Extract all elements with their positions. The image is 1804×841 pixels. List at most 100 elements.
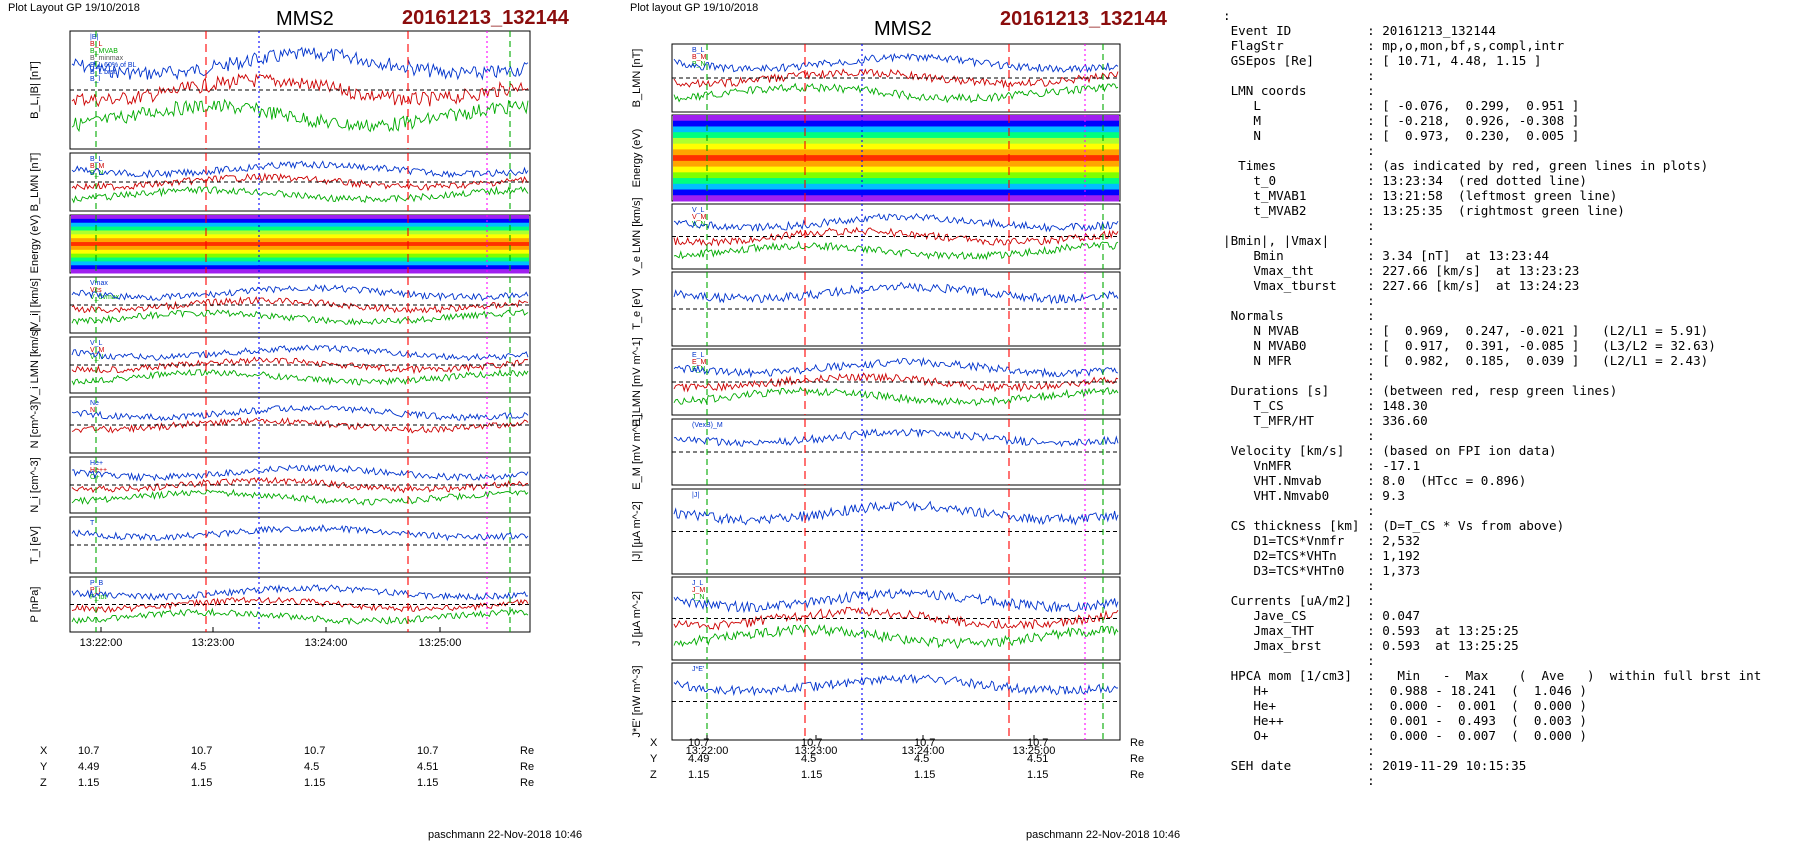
- series-line: [673, 372, 1119, 393]
- summary-key: GSEpos [Re]: [1223, 53, 1368, 68]
- summary-row: t_0 : 13:23:34 (red dotted line): [1223, 173, 1798, 188]
- summary-row: Jmax_THT : 0.593 at 13:25:25: [1223, 623, 1798, 638]
- summary-value: : 0.001 - 0.493 ( 0.003 ): [1367, 713, 1587, 728]
- summary-row: D2=TCS*VHTn : 1,192: [1223, 548, 1798, 563]
- summary-row: N MFR : [ 0.982, 0.185, 0.039 ] (L2/L1 =…: [1223, 353, 1798, 368]
- panel: Energy (eV): [29, 214, 531, 274]
- legend-entry: P_tot: [90, 594, 106, 601]
- spacecraft-title: MMS2: [276, 8, 334, 30]
- panel-ylabel: B_LMN [nT]: [631, 49, 643, 108]
- summary-row: He+ : 0.000 - 0.001 ( 0.000 ): [1223, 698, 1798, 713]
- summary-key: Vmax_tht: [1223, 263, 1368, 278]
- coord-value: 10.7: [304, 745, 326, 757]
- summary-key: N MFR: [1223, 353, 1368, 368]
- spectrogram-band: [71, 238, 529, 243]
- summary-key: N MVAB0: [1223, 338, 1368, 353]
- left-footer: paschmann 22-Nov-2018 10:46: [428, 829, 583, 841]
- summary-key: t_MVAB1: [1223, 188, 1368, 203]
- spectrogram-band: [71, 269, 529, 274]
- summary-key: VHT.Nmvab: [1223, 473, 1368, 488]
- legend-entry: He+: [90, 460, 103, 467]
- panel: |J| [µA m^-2] |J|: [631, 488, 1121, 575]
- summary-key: Times: [1223, 158, 1368, 173]
- spectrogram-band: [673, 126, 1119, 133]
- summary-key: [1223, 218, 1367, 233]
- summary-key: Vmax_tburst: [1223, 278, 1368, 293]
- summary-row: :: [1223, 653, 1798, 668]
- summary-value: : 0.593 at 13:25:25: [1367, 638, 1519, 653]
- panel: B_LMN [nT] B_LB_MB_N: [29, 152, 531, 212]
- legend-entry: B_l: [90, 76, 101, 83]
- spectrogram-band: [71, 265, 529, 270]
- summary-key: Jmax_brst: [1223, 638, 1368, 653]
- legend-entry: B_N: [692, 61, 706, 68]
- time-tick-label: 13:22:00: [686, 745, 729, 757]
- summary-row: Bmin : 3.34 [nT] at 13:23:44: [1223, 248, 1798, 263]
- summary-key: CS thickness [km]: [1223, 518, 1368, 533]
- summary-key: Bmin: [1223, 248, 1368, 263]
- spectrogram-band: [673, 166, 1119, 173]
- summary-value: :: [1367, 428, 1375, 443]
- coord-value: 1.15: [417, 777, 439, 789]
- summary-row: :: [1223, 428, 1798, 443]
- panel-ylabel: N [cm^-3]: [29, 402, 41, 449]
- summary-value: : [ 0.982, 0.185, 0.039 ] (L2/L1 = 2.43): [1367, 353, 1709, 368]
- summary-key: [1223, 773, 1367, 788]
- coord-unit: Re: [520, 745, 535, 757]
- coord-value: 4.5: [914, 753, 930, 765]
- coord-value: 1.15: [191, 777, 213, 789]
- panel-ylabel: E_M [mV m^-1]: [631, 414, 643, 489]
- spectrogram-band: [673, 143, 1119, 150]
- summary-value: : 3.34 [nT] at 13:23:44: [1367, 248, 1550, 263]
- legend-entry: J*E': [692, 666, 704, 673]
- summary-value: : [ -0.076, 0.299, 0.951 ]: [1367, 98, 1580, 113]
- summary-value: : 148.30: [1367, 398, 1428, 413]
- coord-label: X: [40, 745, 48, 757]
- summary-value: : Min - Max ( Ave ) within full brst int: [1367, 668, 1762, 683]
- spacecraft-title: MMS2: [874, 18, 932, 40]
- legend-entry: |J|: [692, 492, 699, 499]
- summary-key: [1223, 578, 1367, 593]
- coord-value: 10.7: [914, 737, 936, 749]
- series-line: [673, 588, 1119, 614]
- coord-value: 4.49: [688, 753, 710, 765]
- coord-value: 4.49: [78, 761, 100, 773]
- coord-label: Y: [650, 753, 658, 765]
- summary-row: :: [1223, 743, 1798, 758]
- summary-key: He++: [1223, 713, 1368, 728]
- summary-row: :: [1223, 218, 1798, 233]
- summary-value: : 0.000 - 0.001 ( 0.000 ): [1367, 698, 1587, 713]
- coord-label: Y: [40, 761, 48, 773]
- summary-key: He+: [1223, 698, 1368, 713]
- summary-key: D2=TCS*VHTn: [1223, 548, 1368, 563]
- summary-row: L : [ -0.076, 0.299, 0.951 ]: [1223, 98, 1798, 113]
- summary-key: O+: [1223, 728, 1368, 743]
- series-line: [673, 240, 1119, 261]
- spectrogram-band: [673, 189, 1119, 196]
- spectrogram-band: [71, 226, 529, 231]
- spectrogram-band: [71, 245, 529, 251]
- series-line: [673, 386, 1119, 407]
- series-line: [673, 52, 1119, 74]
- series-line: [673, 674, 1119, 697]
- spectrogram-band: [71, 230, 529, 235]
- panel: E_M [mV m^-1] (VexB)_M: [631, 414, 1121, 490]
- summary-value: : 9.3: [1367, 488, 1405, 503]
- coord-label: Z: [650, 769, 657, 781]
- legend-entry: B_L: [90, 156, 103, 163]
- summary-value: : [ -0.218, 0.926, -0.308 ]: [1367, 113, 1580, 128]
- summary-row: Velocity [km/s] : (based on FPI ion data…: [1223, 443, 1798, 458]
- series-line: [673, 500, 1119, 526]
- panel-ylabel: Energy (eV): [631, 129, 643, 188]
- panel: Energy (eV): [631, 114, 1121, 202]
- summary-key: H+: [1223, 683, 1368, 698]
- panel-frame: [69, 30, 531, 150]
- summary-value: : [ 10.71, 4.48, 1.15 ]: [1367, 53, 1542, 68]
- summary-value: : (D=T_CS * Vs from above): [1367, 518, 1565, 533]
- spectrogram-band: [673, 172, 1119, 179]
- summary-value: : 2019-11-29 10:15:35: [1367, 758, 1527, 773]
- summary-row: Vmax_tht : 227.66 [km/s] at 13:23:23: [1223, 263, 1798, 278]
- left-coords: X 10.7 10.7 10.7 10.7 Re Y 4.49 4.5 4.5 4.51 Re Z 1.1…: [40, 745, 560, 805]
- time-tick-label: 13:24:00: [902, 745, 945, 757]
